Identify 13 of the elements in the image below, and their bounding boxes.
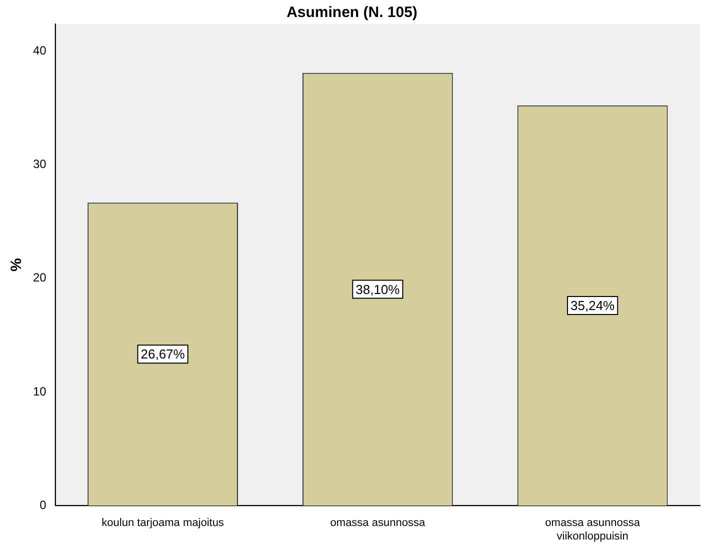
y-tick-label: 0 [40, 498, 47, 512]
y-tick-label: 40 [32, 44, 47, 58]
data-label: 38,10% [356, 282, 400, 297]
x-tick-label: omassa asunnossa [330, 517, 426, 530]
y-tick-label: 30 [32, 157, 47, 172]
data-label: 26,67% [140, 346, 186, 362]
chart-title: Asuminen (N. 105) [286, 4, 418, 22]
x-tick-label: koulun tarjoama majoitus [102, 517, 224, 530]
y-axis-title: % [8, 258, 26, 272]
data-label: 35,24% [570, 298, 616, 314]
y-tick-label: 20 [32, 270, 47, 285]
x-tick-label: omassa asunnossa viikonloppuisin [545, 517, 641, 542]
y-tick-label: 10 [32, 384, 47, 398]
